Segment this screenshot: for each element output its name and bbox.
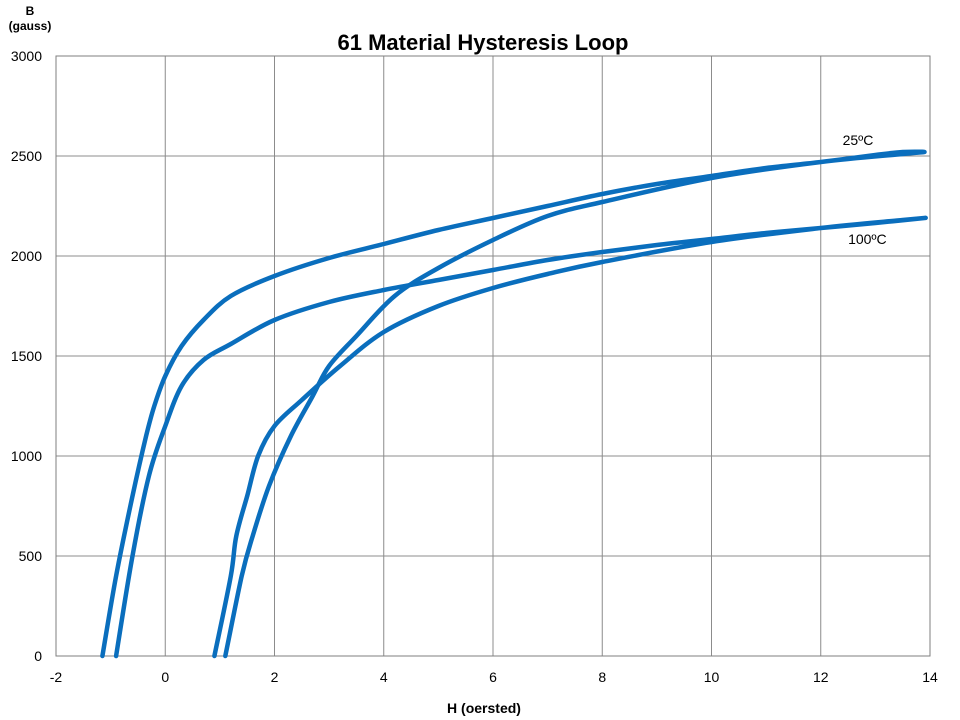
series-label: 100ºC xyxy=(848,231,887,247)
x-axis-label: H (oersted) xyxy=(447,700,521,716)
y-tick-label: 1500 xyxy=(11,348,42,364)
y-tick-label: 3000 xyxy=(11,48,42,64)
tick-labels: -2 0 2 4 6 8 10 12 14 0 500 1000 1500 2000 2500 3000 xyxy=(11,48,938,685)
x-tick-label: 0 xyxy=(161,669,169,685)
y-tick-label: 1000 xyxy=(11,448,42,464)
x-tick-label: 14 xyxy=(922,669,938,685)
x-tick-label: 4 xyxy=(380,669,388,685)
y-tick-label: 500 xyxy=(19,548,43,564)
series-label: 25ºC xyxy=(843,132,874,148)
y-tick-label: 2500 xyxy=(11,148,42,164)
chart-title: 61 Material Hysteresis Loop xyxy=(337,30,628,55)
x-tick-label: 6 xyxy=(489,669,497,685)
y-tick-label: 2000 xyxy=(11,248,42,264)
gridlines xyxy=(56,56,930,656)
x-tick-label: -2 xyxy=(50,669,63,685)
y-tick-label: 0 xyxy=(34,648,42,664)
x-tick-label: 10 xyxy=(704,669,720,685)
series-annotations: 25ºC 100ºC xyxy=(843,132,887,247)
x-tick-label: 12 xyxy=(813,669,829,685)
x-tick-label: 8 xyxy=(598,669,606,685)
x-tick-label: 2 xyxy=(271,669,279,685)
hysteresis-curve-25c xyxy=(102,152,924,656)
y-axis-label-unit: (gauss) xyxy=(9,19,52,33)
curves xyxy=(102,152,925,656)
y-axis-label-symbol: B xyxy=(26,4,35,18)
